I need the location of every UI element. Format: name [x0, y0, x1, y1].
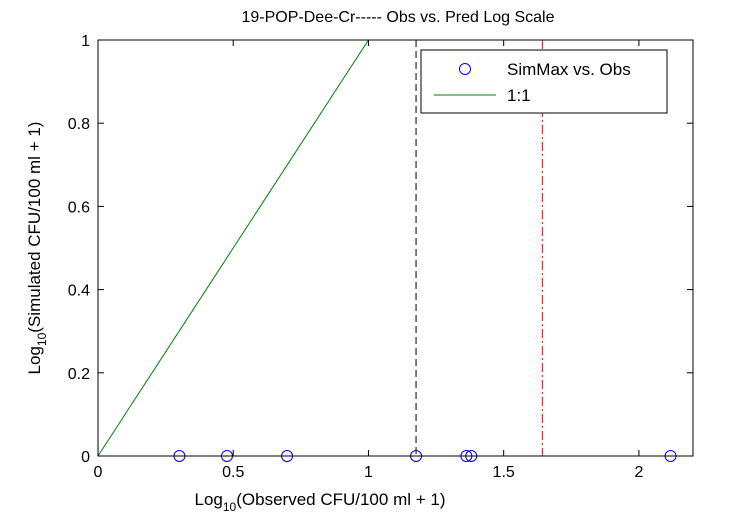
y-axis-label-subscript: 10 — [35, 332, 49, 346]
y-axis-ticks: 0 0.2 0.4 0.6 0.8 1 — [68, 33, 693, 466]
x-tick-label: 0.5 — [222, 464, 244, 481]
legend-box — [420, 49, 668, 114]
x-axis-label-subscript: 10 — [223, 500, 237, 514]
legend-label-one-to-one: 1:1 — [507, 86, 531, 105]
x-tick-label: 1 — [364, 464, 373, 481]
y-axis-label-prefix: Log — [25, 346, 44, 374]
x-axis-label-rest: (Observed CFU/100 ml + 1) — [236, 490, 445, 509]
chart-title: 19-POP-Dee-Cr----- Obs vs. Pred Log Scal… — [242, 9, 555, 26]
x-tick-label: 0 — [94, 464, 103, 481]
y-tick-label: 0.2 — [68, 366, 90, 383]
series-lines — [97, 39, 369, 457]
plot-frame — [97, 39, 694, 457]
x-tick-label: 2 — [634, 464, 643, 481]
y-tick-label: 0 — [81, 449, 90, 466]
y-tick-label: 0.4 — [68, 283, 90, 300]
legend: SimMax vs. Obs 1:1 — [420, 49, 668, 114]
y-tick-label: 0.6 — [68, 199, 90, 216]
x-tick-label: 1.5 — [493, 464, 515, 481]
x-axis-label-prefix: Log — [195, 490, 223, 509]
y-axis-label-rest: (Simulated CFU/100 ml + 1) — [25, 122, 44, 333]
y-tick-label: 0.8 — [68, 116, 90, 133]
legend-label-simmax: SimMax vs. Obs — [507, 60, 631, 79]
x-axis-ticks: 0 0.5 1 1.5 2 — [94, 40, 643, 481]
y-tick-label: 1 — [81, 33, 90, 50]
legend-marker-simmax — [459, 63, 471, 75]
y-axis-label: Log10(Simulated CFU/100 ml + 1) — [25, 122, 49, 375]
series-line-one-to-one — [97, 39, 369, 457]
x-axis-label: Log10(Observed CFU/100 ml + 1) — [195, 490, 446, 514]
